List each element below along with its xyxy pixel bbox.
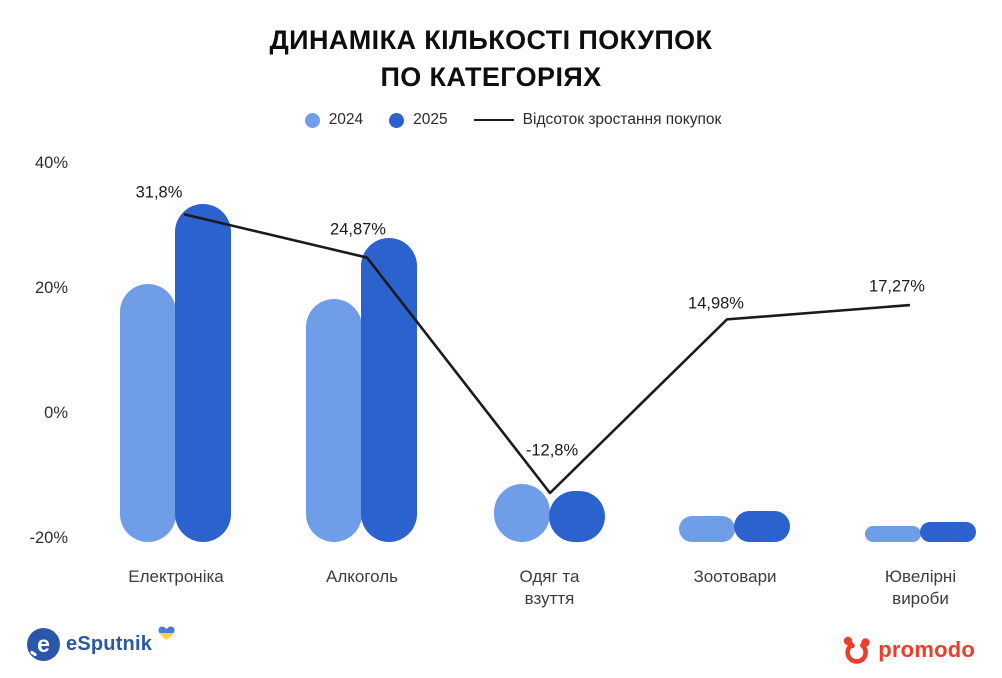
y-axis-tick-0%: 0% — [44, 404, 68, 422]
growth-value-label-1: 24,87% — [330, 220, 386, 239]
bar-2025-category-0 — [175, 204, 231, 542]
growth-value-label-3: 14,98% — [688, 294, 744, 313]
legend-item-2024: 2024 — [304, 111, 364, 129]
legend-label-growth-line: Відсоток зростання покупок — [522, 111, 722, 128]
legend-label-2024: 2024 — [328, 111, 364, 128]
legend-dot-2024-icon — [304, 112, 320, 128]
esputnik-logo: e eSputnik — [27, 626, 175, 661]
bar-2024-category-0 — [120, 284, 176, 542]
y-axis-tick-20%: 20% — [34, 279, 68, 297]
promodo-wordmark: promodo — [878, 637, 975, 662]
x-axis-label-category-0: Електроніка — [128, 567, 224, 586]
x-axis-label-category-1: Алкоголь — [325, 567, 399, 586]
bar-2024-category-4 — [864, 526, 921, 542]
y-axis-tick--20%: -20% — [29, 529, 68, 547]
legend-item-2025: 2025 — [389, 111, 448, 129]
legend-item-growth-line: Відсоток зростання покупок — [473, 111, 722, 129]
x-axis-label-category-2: Одяг та взуття — [519, 567, 580, 608]
bar-2025-category-1 — [361, 238, 417, 542]
legend-label-2025: 2025 — [413, 111, 448, 128]
x-axis-label-category-4: Ювелірні вироби — [884, 567, 957, 608]
bar-2025-category-3 — [734, 511, 790, 542]
ukraine-heart-icon — [158, 626, 175, 640]
growth-value-label-0: 31,8% — [135, 183, 183, 202]
bar-2024-category-3 — [679, 516, 735, 542]
chart-title-line2: ПО КАТЕГОРІЯХ — [380, 62, 602, 92]
bar-2025-category-4 — [919, 521, 976, 542]
x-axis-label-category-3: Зоотовари — [693, 567, 777, 586]
chart-title-line1: ДИНАМІКА КІЛЬКОСТІ ПОКУПОК — [269, 25, 713, 55]
esputnik-wordmark: eSputnik — [66, 633, 153, 655]
esputnik-icon: e — [27, 628, 60, 661]
legend: 2024 2025 Відсоток зростання покупок — [12, 111, 1002, 129]
promodo-icon — [844, 636, 870, 664]
chart-title: ДИНАМІКА КІЛЬКОСТІ ПОКУПОК ПО КАТЕГОРІЯХ — [0, 22, 982, 96]
growth-value-label-2: -12,8% — [525, 441, 579, 460]
promodo-logo: promodo — [841, 634, 975, 666]
legend-dot-2025-icon — [389, 112, 405, 128]
bar-2024-category-2 — [493, 484, 550, 542]
y-axis-tick-40%: 40% — [34, 154, 68, 172]
growth-line-swatch-icon — [473, 118, 514, 122]
bar-2025-category-2 — [548, 491, 605, 542]
bar-2024-category-1 — [306, 299, 362, 542]
growth-value-label-4: 17,27% — [869, 277, 925, 296]
